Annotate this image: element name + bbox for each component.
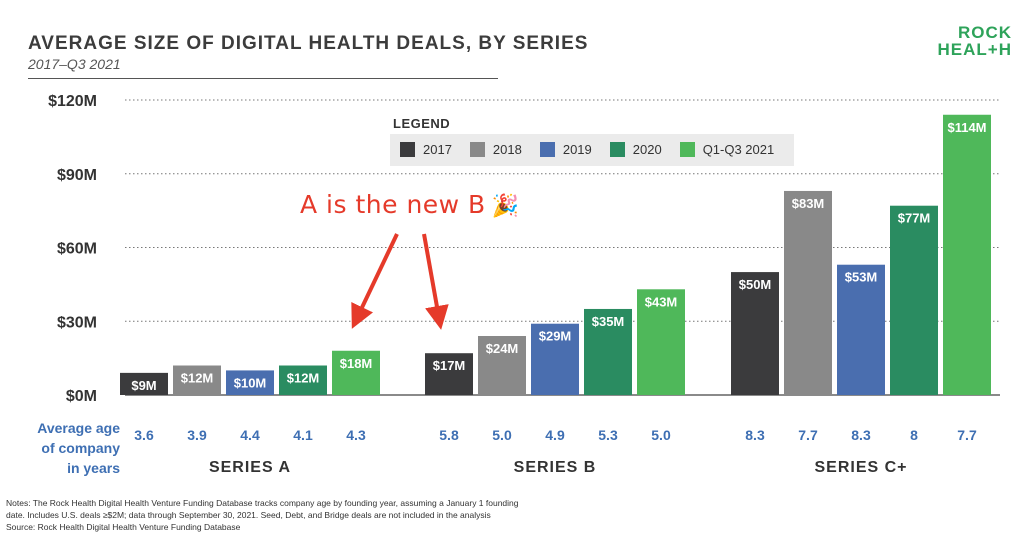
party-popper-icon: 🎉 [491, 194, 520, 219]
y-tick-label: $0M [66, 388, 97, 405]
company-age-value: 8.3 [745, 427, 765, 443]
company-age-value: 5.8 [439, 427, 459, 443]
age-label-line-1: Average age [37, 420, 120, 436]
bar [584, 308, 632, 395]
company-age-value: 7.7 [957, 427, 977, 443]
chart-title: AVERAGE SIZE OF DIGITAL HEALTH DEALS, BY… [28, 33, 589, 54]
chart-subtitle: 2017–Q3 2021 [28, 56, 121, 72]
bar-value-label: $17M [433, 358, 466, 373]
notes-line-2: date. Includes U.S. deals ≥$2M; data thr… [6, 510, 491, 520]
legend-item-2020: 2020 [609, 142, 662, 157]
annotation-arrow-series-a [351, 233, 399, 329]
bar-value-label: $43M [645, 294, 678, 309]
company-age-value: 4.1 [293, 427, 313, 443]
bar-value-label: $12M [181, 371, 214, 386]
legend-swatch [400, 142, 415, 157]
logo-line-2: HEAL+H [937, 40, 1012, 59]
legend-item-2018: 2018 [469, 142, 522, 157]
category-label: SERIES C+ [814, 459, 907, 476]
legend-box [390, 134, 794, 166]
y-tick-label: $60M [57, 241, 97, 258]
bar [531, 323, 579, 395]
company-age-value: 8 [910, 427, 918, 443]
category-label: SERIES B [514, 459, 597, 476]
legend-label: 2019 [562, 142, 592, 157]
bar-value-label: $114M [947, 120, 986, 135]
annotation-label: A is the new B [300, 190, 486, 219]
company-age-value: 5.3 [598, 427, 618, 443]
bar-value-label: $18M [340, 356, 373, 371]
annotation-text: A is the new B 🎉 [300, 190, 520, 219]
bar [637, 289, 685, 395]
legend-swatch [539, 142, 555, 157]
company-age-value: 7.7 [798, 427, 818, 443]
bar-value-label: $9M [131, 378, 156, 393]
legend-label: 2018 [492, 142, 522, 157]
logo-line-1: ROCK [957, 23, 1012, 42]
bar [120, 372, 168, 395]
company-age-value: 8.3 [851, 427, 871, 443]
notes-line-1: Notes: The Rock Health Digital Health Ve… [6, 498, 519, 508]
age-label-line-2: of company [41, 440, 120, 456]
bar [425, 353, 473, 395]
legend-label: Q1-Q3 2021 [702, 142, 775, 157]
bar [890, 205, 938, 395]
y-tick-label: $120M [48, 93, 97, 110]
age-label-line-3: in years [67, 460, 120, 476]
company-age-value: 3.6 [134, 427, 154, 443]
company-age-value: 3.9 [187, 427, 207, 443]
company-age-value: 4.9 [545, 427, 565, 443]
legend-item-2021: Q1-Q3 2021 [679, 142, 775, 157]
bar [943, 114, 991, 395]
legend-title: LEGEND [393, 116, 451, 131]
bar [784, 190, 832, 395]
average-age-label: Average age of company in years [22, 418, 120, 478]
footnotes: Notes: The Rock Health Digital Health Ve… [6, 497, 519, 533]
legend: 2017 2018 2019 2020 Q1-Q3 2021 [400, 142, 774, 157]
legend-item-2019: 2019 [539, 142, 592, 157]
bar-value-label: $83M [792, 196, 825, 211]
legend-swatch [469, 142, 485, 157]
bar [173, 365, 221, 395]
legend-label: 2017 [423, 142, 452, 157]
bar-value-label: $10M [234, 375, 267, 390]
bar-value-label: $12M [287, 371, 320, 386]
title-underline [28, 78, 498, 79]
category-label: SERIES A [209, 459, 291, 476]
company-age-value: 4.3 [346, 427, 366, 443]
bar [731, 272, 779, 395]
legend-item-2017: 2017 [400, 142, 452, 157]
source-line: Source: Rock Health Digital Health Ventu… [6, 522, 241, 532]
annotation-arrow-series-b [422, 233, 449, 330]
bar [837, 264, 885, 395]
rock-health-logo: ROCK HEAL+H [938, 24, 1012, 58]
company-age-value: 5.0 [492, 427, 512, 443]
bar-value-label: $77M [898, 211, 931, 226]
legend-label: 2020 [632, 142, 662, 157]
company-age-value: 5.0 [651, 427, 671, 443]
company-age-value: 4.4 [240, 427, 260, 443]
bar [332, 350, 380, 395]
bar-value-label: $35M [592, 314, 625, 329]
bar-value-label: $24M [486, 341, 519, 356]
bar-value-label: $29M [539, 329, 572, 344]
bar [226, 370, 274, 395]
bar-value-label: $53M [845, 270, 878, 285]
legend-swatch [679, 142, 695, 157]
bar [478, 336, 526, 395]
bar-value-label: $50M [739, 277, 772, 292]
legend-swatch [609, 142, 625, 157]
y-tick-label: $30M [57, 314, 97, 331]
bar [279, 365, 327, 395]
y-tick-label: $90M [57, 167, 97, 184]
